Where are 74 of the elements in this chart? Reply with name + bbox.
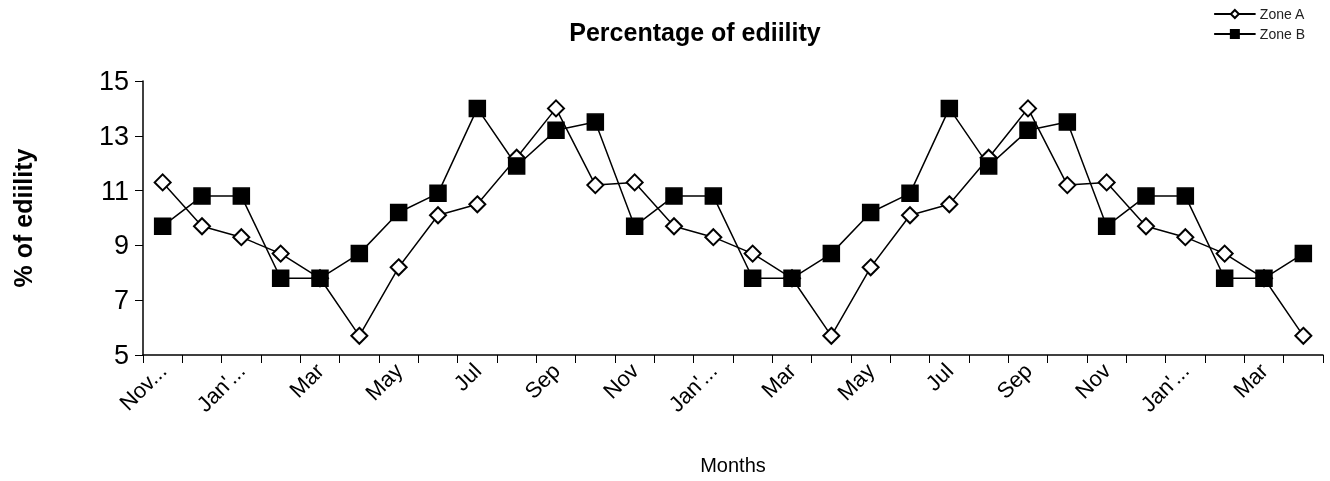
point: [389, 203, 408, 222]
x-tick-label: Nov: [1070, 358, 1116, 404]
point: [350, 326, 369, 345]
x-tick-label: May: [832, 358, 880, 406]
x-tick-label: Jul: [920, 358, 959, 396]
point: [468, 195, 487, 214]
point: [153, 217, 172, 235]
x-tick-label: Nov: [598, 358, 644, 404]
point: [1215, 244, 1234, 263]
point: [1019, 99, 1037, 118]
x-tick-label: Sep: [991, 358, 1037, 404]
point: [429, 206, 447, 225]
y-tick-label: 9: [113, 230, 129, 261]
point: [586, 113, 605, 131]
point: [979, 157, 998, 175]
x-tick-label: Mar: [284, 358, 329, 403]
point: [547, 99, 565, 118]
point: [861, 258, 880, 277]
point: [704, 228, 723, 247]
legend-label: Zone A: [1259, 6, 1305, 22]
point: [1058, 113, 1077, 131]
point: [665, 187, 683, 205]
point: [743, 269, 762, 288]
point: [232, 228, 251, 247]
point: [1294, 326, 1313, 345]
point: [1176, 187, 1195, 205]
point: [1097, 217, 1116, 235]
point: [1176, 228, 1195, 247]
point: [271, 244, 290, 263]
x-axis-title: Months: [700, 454, 766, 476]
point: [743, 244, 762, 263]
y-tick-label: 7: [113, 285, 129, 316]
point: [1058, 176, 1077, 195]
x-tick-label: Jul: [448, 358, 487, 396]
point: [193, 217, 211, 236]
point: [1097, 173, 1116, 192]
x-tick-label: Mar: [756, 358, 801, 403]
point: [625, 217, 644, 235]
point: [704, 187, 723, 205]
point: [901, 184, 919, 203]
point: [193, 187, 211, 205]
y-axis-title: % of ediility: [8, 148, 37, 288]
x-tick-label: Sep: [519, 358, 565, 404]
point: [547, 121, 565, 140]
y-tick-label: 11: [100, 175, 129, 206]
y-tick-label: 15: [98, 66, 129, 96]
x-tick-label: Mar: [1228, 358, 1273, 403]
point: [232, 187, 251, 205]
point: [665, 217, 683, 236]
point: [507, 157, 526, 175]
point: [586, 176, 605, 195]
point: [1294, 244, 1313, 263]
point: [1215, 269, 1234, 288]
point: [822, 244, 841, 263]
point: [822, 326, 841, 345]
chart-title: Percentage of ediility: [569, 17, 821, 46]
legend-label: Zone B: [1259, 26, 1305, 42]
point: [1019, 121, 1037, 140]
x-tick-label: May: [360, 358, 408, 406]
point: [1137, 187, 1155, 205]
y-tick-label: 13: [98, 120, 129, 151]
point: [1137, 217, 1155, 236]
point: [350, 244, 369, 263]
point: [153, 173, 172, 192]
point: [271, 269, 290, 288]
point: [940, 99, 959, 118]
point: [940, 195, 959, 214]
point: [468, 99, 487, 118]
y-tick-label: 5: [113, 340, 129, 370]
point: [861, 203, 880, 222]
point: [389, 258, 408, 277]
point: [429, 184, 447, 203]
point: [901, 206, 919, 225]
point: [625, 173, 644, 192]
